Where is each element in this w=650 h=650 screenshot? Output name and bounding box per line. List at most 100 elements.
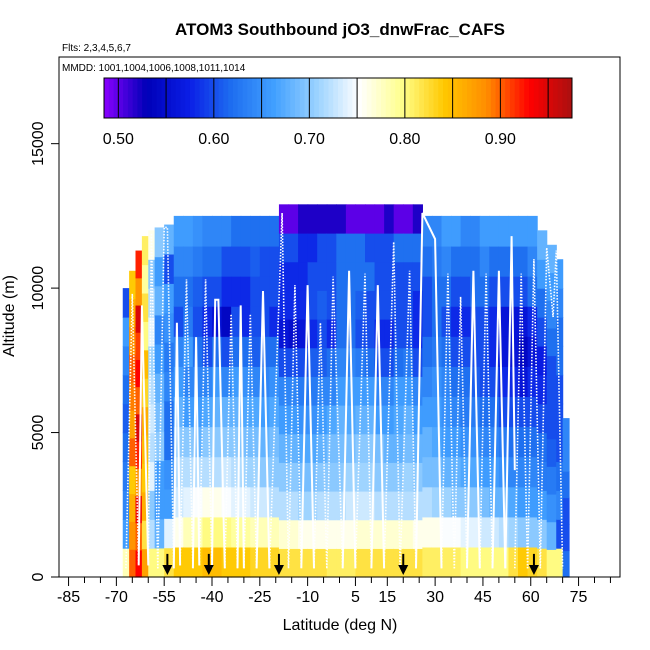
colorbar-swatch — [275, 78, 282, 118]
heatmap-cell — [412, 519, 423, 549]
heatmap-cell — [384, 261, 395, 291]
colorbar-swatch — [495, 78, 501, 118]
heatmap-cell — [365, 376, 376, 406]
flight-profile-line — [341, 270, 357, 569]
colorbar-swatch — [519, 78, 525, 118]
colorbar-tick-labels: 0.50 0.60 0.70 0.80 0.90 — [103, 131, 516, 148]
colorbar-swatch — [166, 78, 172, 118]
heatmap-cell — [250, 336, 261, 367]
heatmap-cell — [374, 491, 385, 521]
heatmap-cell — [326, 204, 337, 234]
heatmap-cell — [336, 405, 347, 435]
colorbar-swatch — [533, 78, 540, 118]
heatmap-cell — [288, 376, 299, 406]
flight-profile-line — [172, 322, 182, 569]
heatmap-cell — [365, 233, 376, 263]
heatmap-cell — [498, 276, 510, 307]
heatmap-cell — [451, 426, 462, 458]
colorbar-swatch — [237, 78, 243, 118]
heatmap-cell — [393, 491, 404, 521]
flight-profile-line — [300, 285, 315, 569]
heatmap-cell — [122, 288, 130, 318]
flight-profile-line — [440, 273, 456, 569]
heatmap-cell — [384, 204, 395, 234]
heatmap-cell — [212, 336, 223, 367]
heatmap-cell — [192, 215, 204, 247]
heatmap-cell — [374, 433, 385, 463]
heatmap-cell — [431, 546, 443, 578]
colorbar-swatch — [438, 78, 444, 118]
heatmap-cell — [460, 546, 471, 578]
heatmap-cell — [508, 276, 519, 307]
heatmap-cell — [384, 319, 395, 349]
heatmap-cell — [441, 396, 452, 428]
heatmap-cell — [431, 245, 443, 277]
heatmap-cell — [431, 516, 443, 548]
heatmap-cell — [148, 519, 156, 549]
heatmap-cell — [148, 288, 156, 318]
heatmap-cell — [374, 204, 385, 234]
heatmap-cell — [489, 336, 500, 367]
heatmap-cell — [307, 233, 318, 263]
heatmap-cell — [221, 396, 232, 428]
heatmap-cell — [403, 462, 414, 492]
heatmap-cell — [470, 245, 481, 277]
dive-arrow-head — [203, 565, 214, 575]
colorbar-swatch — [218, 78, 224, 118]
heatmap-cell — [537, 519, 548, 549]
heatmap-cell — [489, 245, 500, 277]
heatmap-cell — [164, 224, 175, 255]
heatmap-cell — [431, 215, 443, 247]
flights-subtitle: Flts: 2,3,4,5,6,7 — [62, 43, 131, 54]
heatmap-cell — [221, 215, 232, 247]
heatmap-cell — [546, 410, 557, 440]
heatmap-cell — [451, 276, 462, 307]
heatmap-cell — [479, 215, 490, 247]
heatmap-cell — [326, 433, 337, 463]
heatmap-cell — [374, 290, 385, 320]
flight-profile-line — [147, 233, 159, 569]
heatmap-cell — [212, 456, 223, 488]
flight-profile-line — [287, 285, 303, 569]
heatmap-cell — [164, 400, 175, 431]
colorbar-swatch — [185, 78, 191, 118]
colorbar-swatch — [137, 78, 143, 118]
colorbar-swatch — [347, 78, 353, 118]
heatmap-cell — [192, 306, 204, 337]
heatmap-cell — [537, 317, 548, 347]
colorbar-swatch — [285, 78, 291, 118]
heatmap-cell — [422, 276, 433, 307]
flight-profile-line — [415, 212, 443, 569]
heatmap-cell — [288, 290, 299, 320]
heatmap-cell — [374, 261, 385, 291]
heatmap-cell — [537, 548, 548, 578]
heatmap-cell — [345, 290, 357, 320]
heatmap-cell — [129, 521, 137, 550]
colorbar: 0.50 0.60 0.70 0.80 0.90 — [103, 77, 573, 148]
heatmap-cell — [326, 548, 337, 578]
colorbar-swatch — [151, 78, 158, 118]
colorbar-frame — [103, 77, 573, 119]
heatmap-cell — [403, 261, 414, 291]
heatmap-cell — [212, 276, 223, 307]
x-tick-label: -70 — [105, 589, 128, 606]
colorbar-swatch — [428, 78, 435, 118]
heatmap-cell — [546, 300, 557, 329]
heatmap-cell — [562, 444, 570, 472]
heatmap-cell — [412, 376, 423, 406]
heatmap-cell — [154, 314, 165, 345]
heatmap-cell — [288, 433, 299, 463]
heatmap-cell — [183, 426, 194, 458]
heatmap-cell — [556, 432, 564, 463]
heatmap-cell — [317, 376, 328, 406]
heatmap-cell — [212, 215, 223, 247]
colorbar-swatch — [314, 78, 320, 118]
heatmap-cell — [278, 204, 290, 234]
colorbar-tick-label: 0.90 — [485, 131, 516, 148]
heatmap-cell — [355, 290, 366, 320]
heatmap-cell — [317, 319, 328, 349]
heatmap-cell — [384, 462, 395, 492]
heatmap-cell — [365, 261, 376, 291]
heatmap-cell — [355, 319, 366, 349]
heatmap-cell — [317, 519, 328, 549]
